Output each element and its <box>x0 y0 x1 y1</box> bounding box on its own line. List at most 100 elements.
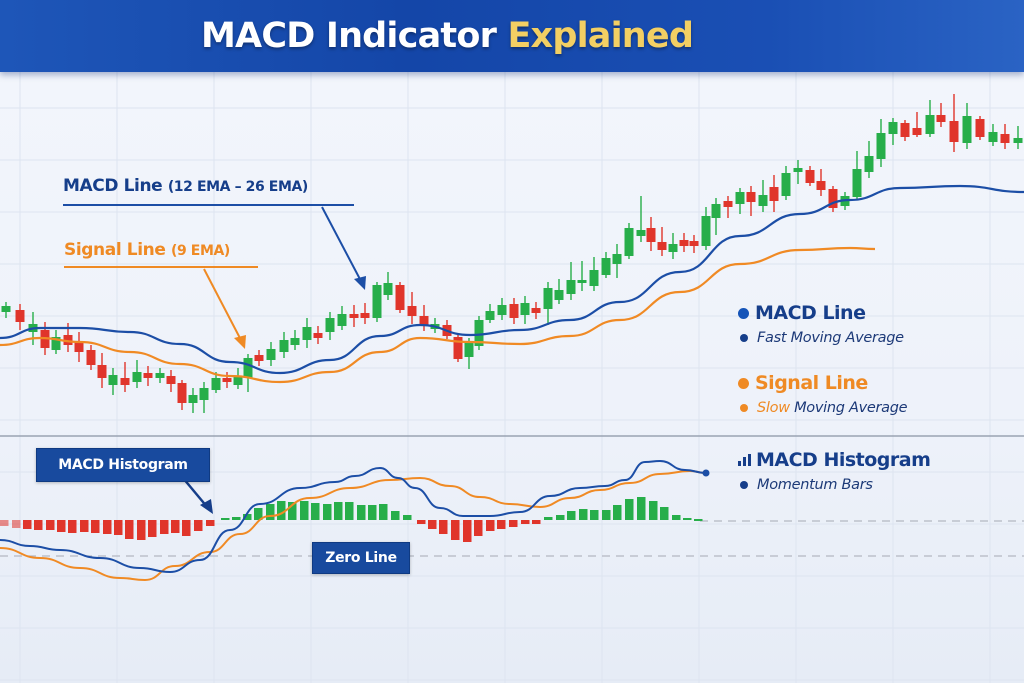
histogram-bar <box>277 501 286 520</box>
histogram-bar <box>439 520 448 534</box>
histogram-bar <box>80 520 89 532</box>
signal-callout-main: Signal Line <box>64 240 166 260</box>
histogram-bar <box>625 499 634 520</box>
bearish-candle <box>949 94 959 152</box>
legend-subtitle: Moving Average <box>789 400 908 416</box>
bullet-icon <box>740 404 748 412</box>
legend-subtitle-highlight: Slow <box>757 400 790 416</box>
bearish-candle <box>657 227 667 256</box>
histogram-bar <box>300 501 309 520</box>
title-highlight: Explained <box>507 16 694 56</box>
bullet-icon <box>740 481 748 489</box>
bullish-candle <box>325 312 335 340</box>
legend-item-signal-line: Signal Line Slow Moving Average <box>738 372 908 416</box>
bullish-candle <box>383 272 393 300</box>
bullish-candle <box>211 372 221 393</box>
bearish-candle <box>395 282 405 313</box>
histogram-bar <box>463 520 472 542</box>
histogram-bar <box>243 514 252 520</box>
histogram-bar <box>451 520 460 540</box>
bar-chart-icon <box>738 454 751 466</box>
histogram-bar <box>323 504 332 520</box>
bullish-candle <box>566 262 576 300</box>
bearish-candle <box>900 120 910 141</box>
bearish-candle <box>166 370 176 392</box>
histogram-bar <box>379 504 388 520</box>
bullish-candle <box>864 141 874 178</box>
bearish-candle <box>689 235 699 253</box>
bullish-candle <box>372 282 382 322</box>
histogram-bar <box>637 497 646 520</box>
bearish-candle <box>86 345 96 370</box>
signal-line-panel-curve <box>0 469 707 582</box>
histogram-bar <box>345 502 354 520</box>
bullish-candle <box>233 368 243 389</box>
macd-histogram <box>0 497 703 542</box>
histogram-bar <box>232 517 241 520</box>
bearish-candle <box>912 112 922 137</box>
histogram-bar <box>311 503 320 520</box>
legend-item-histogram: MACD Histogram Momentum Bars <box>738 449 931 493</box>
histogram-bar <box>602 510 611 520</box>
bullish-candle <box>988 124 998 146</box>
histogram-bar <box>125 520 134 539</box>
histogram-bar <box>567 511 576 520</box>
bearish-candle <box>816 169 826 196</box>
bearish-candle <box>313 326 323 344</box>
blue-dot-icon <box>738 307 749 319</box>
histogram-bar <box>579 509 588 520</box>
histogram-bar <box>221 518 230 520</box>
bearish-candle <box>936 103 946 127</box>
bullish-candle <box>474 316 484 350</box>
bullish-candle <box>962 103 972 149</box>
bullish-candle <box>337 306 347 330</box>
arrow-head-icon <box>200 499 213 514</box>
histogram-bar <box>12 520 21 528</box>
bearish-candle <box>120 362 130 392</box>
histogram-bar <box>194 520 203 531</box>
bullish-candle <box>188 388 198 413</box>
histogram-bar <box>103 520 112 534</box>
bearish-candle <box>222 372 232 388</box>
histogram-bar <box>0 520 9 526</box>
bullish-candle <box>554 279 564 304</box>
histogram-bar <box>137 520 146 540</box>
legend-subtitle: Momentum Bars <box>757 477 873 493</box>
bullish-candle <box>577 261 587 291</box>
bearish-candle <box>646 217 656 251</box>
bearish-candle <box>254 350 264 366</box>
bearish-candle <box>349 305 359 327</box>
histogram-bar <box>254 508 263 520</box>
macd-callout-arrow-line <box>321 206 363 284</box>
orange-dot-icon <box>738 377 749 389</box>
price-moving-averages <box>0 184 1024 384</box>
legend-item-macd-line: MACD Line Fast Moving Average <box>738 302 904 346</box>
bullish-candle <box>497 298 507 320</box>
bullish-candle <box>758 180 768 212</box>
bearish-candle <box>407 292 417 324</box>
bearish-candle <box>531 302 541 319</box>
histogram-label-box: MACD Histogram <box>36 448 210 482</box>
histogram-bar <box>206 520 215 526</box>
histogram-bar <box>683 518 692 520</box>
histogram-bar <box>182 520 191 536</box>
signal-callout-arrow-line <box>203 268 243 343</box>
bullish-candle <box>279 332 289 358</box>
bullish-candle <box>888 118 898 145</box>
histogram-bar <box>288 502 297 520</box>
bullish-candle <box>589 257 599 291</box>
bullish-candle <box>132 360 142 388</box>
legend-title: Signal Line <box>755 372 868 394</box>
zero-line-label-box: Zero Line <box>312 542 410 574</box>
macd-endpoint-dot <box>702 469 710 477</box>
histogram-bar <box>649 501 658 520</box>
title-banner: MACD Indicator Explained <box>0 0 1024 72</box>
histogram-bar <box>486 520 495 531</box>
histogram-bar <box>556 515 565 520</box>
bullish-candle <box>1 302 11 318</box>
histogram-bar <box>160 520 169 534</box>
bullish-candle <box>51 330 61 354</box>
histogram-bar <box>334 502 343 520</box>
bearish-candle <box>805 166 815 186</box>
